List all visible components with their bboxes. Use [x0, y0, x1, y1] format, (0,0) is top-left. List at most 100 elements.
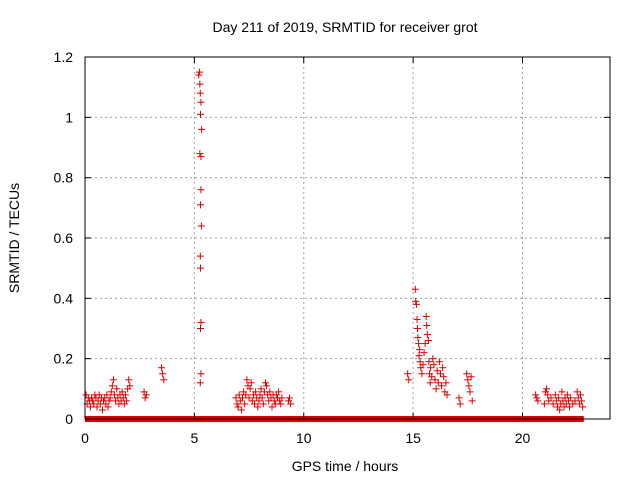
data-point — [413, 315, 421, 323]
data-point — [563, 391, 571, 399]
data-point — [198, 125, 206, 133]
data-point — [463, 370, 471, 378]
data-point — [197, 325, 204, 332]
data-point — [428, 373, 436, 381]
data-point — [242, 391, 250, 399]
data-point — [533, 394, 541, 402]
x-tick-label: 5 — [190, 430, 198, 446]
y-tick-label: 0.4 — [54, 290, 74, 306]
data-point — [430, 361, 438, 369]
data-point — [543, 385, 551, 393]
data-point — [442, 379, 450, 387]
y-axis-label: SRMTID / TECUs — [6, 183, 22, 293]
data-point — [420, 349, 428, 357]
x-tick-label: 15 — [405, 430, 421, 446]
data-point — [439, 364, 447, 372]
data-point — [423, 321, 431, 329]
data-point — [421, 340, 429, 348]
data-point — [278, 394, 286, 402]
axis-ticks: 0 0.2 0.4 0.6 0.8 1 1.2 0 5 10 15 20 — [54, 49, 610, 446]
data-point — [432, 385, 440, 393]
data-point — [566, 403, 574, 411]
data-point — [252, 388, 260, 396]
data-point — [241, 400, 249, 408]
data-point — [532, 391, 540, 399]
data-point — [415, 352, 423, 360]
data-point — [411, 285, 419, 293]
data-point — [118, 388, 126, 396]
data-point — [159, 370, 167, 378]
data-point — [286, 394, 294, 402]
data-point — [245, 394, 253, 402]
data-point — [141, 394, 149, 402]
data-point — [534, 397, 542, 405]
y-tick-label: 0 — [65, 411, 73, 427]
data-point — [555, 394, 563, 402]
data-point — [126, 382, 134, 390]
data-point — [160, 376, 168, 384]
data-point — [544, 391, 552, 399]
y-tick-label: 0.2 — [54, 351, 74, 367]
data-point — [558, 388, 566, 396]
data-point — [251, 400, 259, 408]
data-point — [435, 358, 443, 366]
data-point — [418, 370, 426, 378]
data-point — [107, 388, 115, 396]
data-point — [433, 367, 441, 375]
data-point — [197, 370, 205, 378]
y-tick-label: 0.6 — [54, 230, 74, 246]
data-point — [258, 394, 266, 402]
data-point — [423, 331, 431, 339]
data-point — [429, 355, 437, 363]
data-point — [275, 388, 283, 396]
data-point — [573, 388, 581, 396]
data-point — [268, 403, 276, 411]
data-point — [234, 403, 242, 411]
data-point — [456, 400, 464, 408]
data-point — [424, 337, 432, 345]
data-point — [196, 150, 204, 158]
data-point — [197, 222, 205, 230]
data-point — [436, 370, 444, 378]
data-point — [431, 376, 439, 384]
data-point — [468, 397, 476, 405]
data-point — [425, 358, 433, 366]
data-point — [422, 312, 430, 320]
data-point — [233, 400, 241, 408]
data-point — [287, 400, 295, 408]
data-point — [547, 394, 555, 402]
data-point — [257, 385, 265, 393]
data-point — [438, 382, 446, 390]
data-point — [567, 394, 575, 402]
data-point — [99, 406, 106, 414]
data-point — [195, 68, 203, 76]
chart-title: Day 211 of 2019, SRMTID for receiver gro… — [212, 19, 477, 35]
data-point — [106, 394, 114, 402]
data-point — [266, 388, 274, 396]
data-point — [412, 297, 420, 305]
data-points — [82, 68, 587, 422]
data-point — [578, 397, 586, 405]
data-point — [105, 397, 113, 405]
data-point — [465, 382, 473, 390]
data-point — [412, 300, 420, 308]
x-tick-label: 20 — [515, 430, 531, 446]
data-point — [261, 379, 269, 387]
data-point — [414, 334, 422, 342]
x-tick-label: 0 — [81, 430, 89, 446]
data-point — [104, 403, 112, 411]
x-axis-label: GPS time / hours — [292, 458, 399, 474]
data-point — [197, 264, 204, 272]
data-point — [108, 382, 116, 390]
data-point — [237, 406, 245, 414]
data-point — [551, 391, 559, 399]
data-point — [195, 71, 203, 79]
data-point — [232, 394, 240, 402]
data-point — [123, 397, 131, 405]
data-point — [86, 403, 94, 411]
data-point — [243, 376, 251, 384]
data-point — [277, 400, 285, 408]
data-point — [196, 379, 204, 387]
data-point — [93, 403, 101, 411]
